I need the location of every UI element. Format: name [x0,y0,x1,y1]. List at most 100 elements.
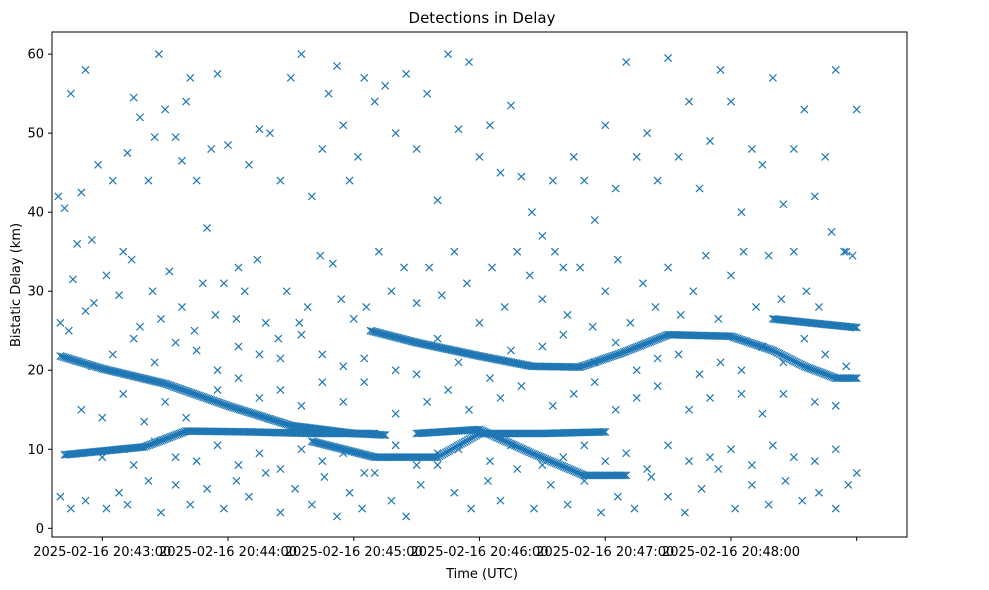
data-point [716,65,725,74]
data-point [590,216,599,225]
y-tick-label: 30 [27,285,44,300]
data-point [387,496,396,505]
data-point [94,160,103,169]
data-point [851,323,860,332]
data-point [701,251,710,260]
data-point [190,326,199,335]
data-point [814,302,824,312]
data-point [192,346,201,355]
data-point [232,476,241,485]
data-point [664,492,673,501]
data-point [286,73,295,82]
data-point [563,500,572,509]
data-point [705,393,715,402]
data-point [318,144,327,153]
data-point [674,152,683,161]
data-point [821,152,830,161]
data-point [653,354,662,363]
data-point [297,50,306,59]
data-point [412,370,421,379]
data-point [714,314,723,323]
data-point [674,350,683,359]
data-point [747,480,756,489]
data-point [186,500,195,509]
data-point [852,468,861,478]
data-point [123,148,132,157]
data-point [496,496,505,505]
data-point [517,382,526,391]
data-point [108,350,117,359]
data-point [425,263,434,272]
data-point [400,263,409,272]
data-point [154,50,163,59]
data-point [219,504,228,513]
data-point [852,105,861,114]
data-point [362,302,371,312]
data-point [685,97,694,106]
data-point [852,323,861,332]
data-point [462,279,471,288]
data-point [412,461,421,470]
data-point [597,427,606,436]
data-point [339,449,348,458]
data-point [580,441,589,450]
data-point [255,350,264,359]
data-point [831,401,840,410]
data-point [810,397,819,406]
data-point [81,65,90,74]
data-point [148,287,157,296]
data-point [391,441,400,450]
data-point [618,471,627,480]
data-point [276,176,285,185]
data-point [211,310,220,319]
data-point [705,137,715,146]
data-point [318,350,327,359]
data-point [831,504,840,513]
data-point [831,445,840,454]
data-point [559,263,568,272]
data-point [255,125,264,134]
data-point [60,204,69,213]
data-point [282,287,291,296]
data-point [276,465,285,474]
data-point [725,332,734,341]
x-tick-label: 2025-02-16 20:46:00 [410,545,548,560]
data-point [219,279,228,288]
data-point [747,144,756,153]
data-point [513,247,522,256]
data-point [632,366,641,375]
data-point [381,81,390,90]
x-tick-label: 2025-02-16 20:43:00 [33,545,171,560]
data-point [64,326,73,335]
data-point [177,156,186,165]
data-point [140,417,149,426]
data-point [758,409,767,418]
data-point [171,453,180,462]
data-point [73,239,82,248]
data-point [506,346,515,355]
data-point [705,453,715,462]
data-point [747,461,756,470]
data-point [852,374,861,383]
data-point [360,73,369,82]
data-point [601,287,610,296]
data-point [643,465,652,474]
data-point [685,457,694,466]
data-point [349,314,358,323]
data-point [345,488,354,497]
data-point [171,133,180,142]
data-point [538,295,547,304]
x-tick-label: 2025-02-16 20:45:00 [285,545,423,560]
data-point [789,453,798,462]
data-point [171,338,180,347]
data-point [307,192,316,201]
data-point [450,247,459,256]
data-point [559,453,568,462]
data-point [56,318,65,327]
data-point [339,397,348,406]
data-point [66,504,75,513]
data-point [821,350,830,359]
data-point [119,389,128,398]
data-point [506,101,515,110]
